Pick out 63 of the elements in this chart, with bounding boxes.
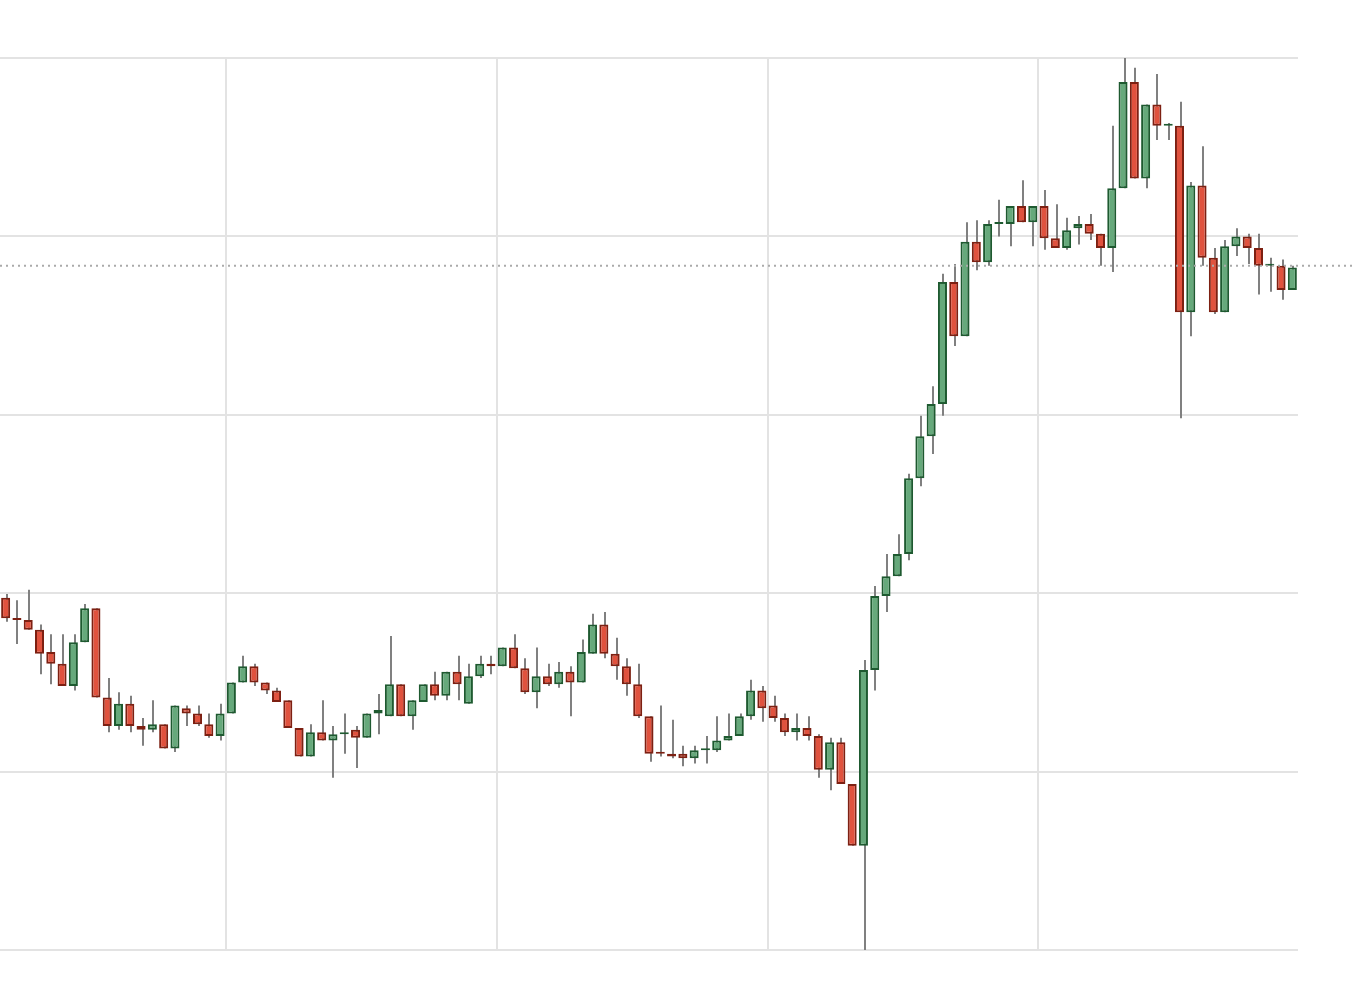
- candlestick: [712, 715, 722, 753]
- candlestick: [926, 385, 936, 456]
- candlestick: [531, 646, 541, 710]
- candlestick: [915, 414, 925, 488]
- candlestick: [599, 610, 609, 660]
- candlestick: [238, 654, 248, 684]
- candlestick: [215, 702, 225, 742]
- candlestick: [746, 678, 756, 721]
- candlestick: [825, 736, 835, 792]
- candlestick: [1242, 232, 1252, 266]
- candlestick: [971, 219, 981, 272]
- candlestick: [57, 633, 67, 687]
- candlestick: [1287, 264, 1297, 291]
- candlestick: [475, 654, 485, 679]
- candlestick: [1276, 258, 1286, 301]
- candlestick: [204, 712, 214, 739]
- candlestick: [181, 704, 191, 728]
- candlestick: [1050, 203, 1060, 249]
- candlestick: [452, 654, 462, 702]
- candlestick: [1231, 227, 1241, 258]
- candlestick: [1095, 232, 1105, 267]
- candlestick: [430, 670, 440, 702]
- candlestick: [102, 676, 112, 734]
- candlestick: [1062, 216, 1072, 251]
- candlestick: [1039, 189, 1049, 251]
- candlestick: [125, 694, 135, 734]
- candlestick: [147, 699, 157, 734]
- candlestick: [881, 552, 891, 613]
- candlestick: [1, 593, 11, 623]
- candlestick: [80, 602, 90, 644]
- candlestick: [836, 736, 846, 786]
- candlestick: [1028, 205, 1038, 248]
- candlestick: [351, 725, 361, 770]
- candlestick: [633, 662, 643, 720]
- candlestick: [463, 662, 473, 705]
- candlestick: [441, 670, 451, 702]
- candlestick: [779, 712, 789, 737]
- candlestick: [892, 533, 902, 578]
- candlestick: [621, 657, 631, 697]
- candlestick: [734, 712, 744, 737]
- candlestick: [1152, 73, 1162, 142]
- candlestick: [170, 704, 180, 753]
- candlestick: [23, 588, 33, 631]
- candlestick: [114, 691, 124, 731]
- candlestick: [565, 665, 575, 718]
- candlestick: [813, 733, 823, 779]
- candlestick: [317, 699, 327, 742]
- candlestick: [249, 662, 259, 687]
- candlestick: [588, 612, 598, 655]
- candlestick: [1016, 179, 1026, 224]
- candlestick: [610, 636, 620, 681]
- candlestick: [554, 660, 564, 689]
- candlestick: [802, 715, 812, 742]
- candlestick: [328, 725, 338, 779]
- candlestick: [520, 657, 530, 695]
- candlestick: [1084, 213, 1094, 241]
- candlestick: [305, 723, 315, 758]
- candlestick: [1253, 232, 1264, 296]
- candlestick: [509, 633, 519, 670]
- candlestick: [983, 219, 993, 267]
- candlestick: [576, 638, 586, 684]
- candlestick: [68, 633, 78, 692]
- candlestick: [542, 662, 552, 687]
